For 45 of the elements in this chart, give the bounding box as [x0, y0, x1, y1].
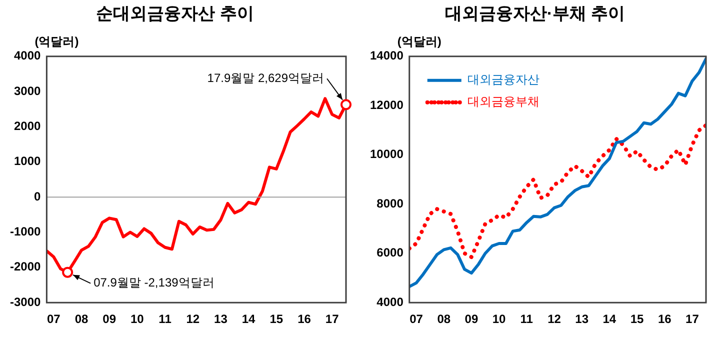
- x-tick-label: 10: [130, 312, 144, 326]
- x-tick-label: 14: [242, 312, 256, 326]
- x-tick-label: 12: [186, 312, 200, 326]
- x-tick-label: 09: [464, 312, 478, 326]
- annotation: 17.9월말 2,629억달러: [207, 70, 324, 85]
- x-tick-label: 16: [658, 312, 672, 326]
- chart-title: 대외금융자산·부채 추이: [444, 4, 626, 23]
- y-tick-label: -2000: [10, 260, 42, 274]
- x-tick-label: 11: [158, 312, 172, 326]
- x-tick-label: 15: [630, 312, 644, 326]
- y-tick-label: -1000: [10, 224, 42, 239]
- x-tick-label: 17: [686, 312, 700, 326]
- legend-label: 대외금융자산: [467, 72, 540, 87]
- line-series: [409, 123, 706, 260]
- y-tick-label: 0: [34, 189, 42, 204]
- legend-label: 대외금융부채: [467, 94, 540, 109]
- y-axis-title: (억달러): [34, 34, 79, 49]
- x-tick-label: 16: [298, 312, 312, 326]
- x-tick-label: 14: [602, 312, 616, 326]
- chart-title: 순대외금융자산 추이: [96, 4, 254, 23]
- x-tick-label: 11: [520, 312, 534, 326]
- x-tick-label: 13: [214, 312, 228, 326]
- y-tick-label: 4000: [376, 294, 404, 309]
- y-tick-label: 14000: [370, 48, 404, 63]
- x-tick-label: 07: [46, 312, 61, 326]
- y-tick-label: 2000: [14, 119, 42, 134]
- y-tick-label: -3000: [10, 294, 42, 309]
- y-tick-label: 4000: [14, 48, 42, 63]
- y-tick-label: 1000: [14, 154, 42, 168]
- x-tick-label: 08: [437, 312, 451, 326]
- x-tick-label: 08: [74, 312, 88, 326]
- y-axis-title: (억달러): [397, 34, 442, 49]
- x-tick-label: 17: [325, 312, 340, 326]
- annotation: 07.9월말 -2,139억달러: [94, 276, 214, 290]
- y-tick-label: 8000: [376, 196, 404, 210]
- x-tick-label: 12: [548, 312, 562, 326]
- y-tick-label: 3000: [14, 84, 42, 98]
- x-tick-label: 10: [492, 312, 506, 326]
- y-tick-label: 10000: [370, 147, 404, 162]
- x-tick-label: 13: [575, 312, 589, 326]
- x-tick-label: 07: [410, 312, 424, 326]
- y-tick-label: 12000: [370, 98, 404, 112]
- x-tick-label: 15: [270, 312, 284, 326]
- x-tick-label: 09: [102, 312, 116, 326]
- y-tick-label: 6000: [376, 246, 404, 260]
